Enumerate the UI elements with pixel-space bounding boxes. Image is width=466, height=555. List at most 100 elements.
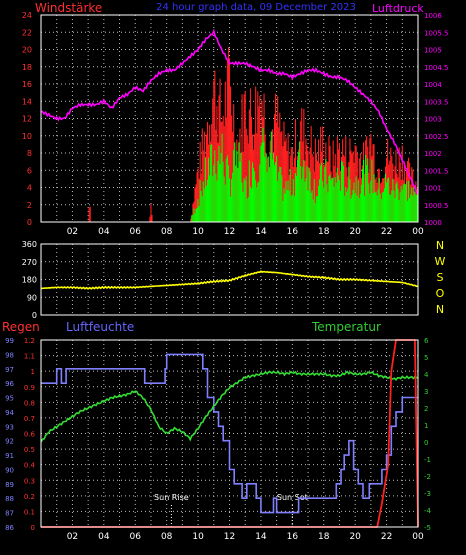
temperature-tick-label: 5	[424, 354, 428, 362]
humidity-tick-label: 89	[5, 481, 14, 489]
compass-label: W	[435, 255, 446, 268]
temperature-tick-label: 6	[424, 337, 429, 345]
pressure-tick-label: 1006	[424, 12, 442, 20]
x-tick-label: 12	[224, 532, 235, 542]
x-tick-label: 18	[318, 227, 330, 237]
x-tick-label: 06	[130, 227, 142, 237]
rain-tick-label: 0	[31, 524, 35, 532]
humidity-tick-label: 92	[5, 438, 14, 446]
temperature-axis-title: Temperatur	[311, 320, 381, 334]
x-tick-label: 10	[192, 227, 204, 237]
direction-tick-label: 270	[22, 258, 37, 267]
temperature-tick-label: -1	[424, 456, 431, 464]
humidity-tick-label: 94	[5, 409, 14, 417]
temperature-tick-label: -5	[424, 524, 431, 532]
wind-tick-label: 4	[27, 184, 32, 193]
wind-axis-title: Windstärke	[35, 1, 102, 15]
rain-tick-label: 0.3	[24, 477, 35, 485]
temperature-tick-label: 0	[424, 439, 428, 447]
temperature-line	[40, 370, 419, 443]
sun-marker-label: Sun Set	[277, 493, 308, 502]
x-tick-label: 02	[67, 532, 78, 542]
humidity-tick-label: 87	[5, 510, 14, 518]
rain-axis-title: Regen	[2, 320, 40, 334]
direction-tick-label: 90	[27, 293, 37, 302]
wind-tick-label: 18	[22, 63, 32, 72]
x-tick-label: 10	[192, 532, 204, 542]
x-tick-label: 20	[349, 532, 361, 542]
wind-tick-label: 2	[27, 201, 32, 210]
x-tick-label: 14	[255, 227, 267, 237]
x-tick-label: 12	[224, 227, 235, 237]
rain-tick-label: 0.5	[24, 446, 35, 454]
x-tick-label: 00	[412, 532, 424, 542]
humidity-tick-label: 96	[5, 380, 14, 388]
wind-pressure-panel: 02468101214161820222410001000.510011001.…	[22, 11, 449, 237]
temperature-tick-label: 3	[424, 388, 428, 396]
pressure-tick-label: 1005	[424, 47, 442, 55]
wind-tick-label: 14	[22, 97, 32, 106]
wind-tick-label: 22	[22, 28, 32, 37]
rain-tick-label: 0.2	[24, 493, 35, 501]
wind-tick-label: 12	[22, 115, 32, 124]
compass-label: S	[437, 271, 444, 284]
humidity-tick-label: 91	[5, 452, 14, 460]
humidity-tick-label: 97	[5, 366, 14, 374]
rain-tick-label: 0.7	[24, 415, 35, 423]
x-tick-label: 22	[381, 532, 392, 542]
pressure-tick-label: 1003.5	[424, 98, 449, 106]
rain-tick-label: 1.2	[24, 337, 35, 345]
plot-frame	[40, 243, 419, 316]
pressure-tick-label: 1005.5	[424, 29, 449, 37]
humidity-tick-label: 98	[5, 351, 14, 359]
rain-tick-label: 0.6	[24, 431, 36, 439]
rain-humidity-temperature-panel: Sun Rise Sun Set 86 87 88 89 90 91 92 93 94 95 96 97 9…	[5, 337, 431, 542]
wind-tick-label: 0	[27, 218, 32, 227]
x-tick-label: 08	[161, 227, 173, 237]
rain-tick-label: 0.4	[24, 462, 36, 470]
pressure-tick-label: 1002	[424, 150, 442, 158]
chart-title: 24 hour graph data, 09 December 2023	[156, 2, 356, 13]
x-tick-label: 18	[318, 532, 330, 542]
wind-tick-label: 20	[22, 46, 32, 55]
pressure-axis-title: Luftdruck	[372, 2, 424, 15]
sun-marker-label: Sun Rise	[154, 493, 189, 502]
wind-direction-line	[40, 270, 419, 290]
humidity-tick-label: 93	[5, 423, 14, 431]
x-tick-label: 20	[349, 227, 361, 237]
x-tick-label: 04	[98, 227, 110, 237]
compass-label: N	[436, 239, 444, 252]
pressure-tick-label: 1000.5	[424, 202, 449, 210]
pressure-tick-label: 1001.5	[424, 167, 449, 175]
direction-tick-label: 360	[22, 240, 37, 249]
humidity-tick-label: 88	[5, 495, 14, 503]
x-tick-label: 08	[161, 532, 173, 542]
humidity-tick-label: 99	[5, 337, 14, 345]
rain-tick-label: 0.1	[24, 508, 35, 516]
wind-tick-label: 24	[22, 11, 32, 20]
humidity-axis-title: Luftfeuchte	[66, 320, 134, 334]
wind-tick-label: 8	[27, 149, 32, 158]
temperature-tick-label: -2	[424, 473, 431, 481]
wind-tick-label: 16	[22, 80, 32, 89]
wind-tick-label: 10	[22, 132, 32, 141]
x-tick-label: 06	[130, 532, 142, 542]
x-tick-label: 04	[98, 532, 110, 542]
pressure-tick-label: 1000	[424, 219, 442, 227]
compass-label: N	[436, 303, 444, 316]
plot-frame	[40, 339, 419, 528]
humidity-tick-label: 95	[5, 395, 14, 403]
x-tick-label: 16	[287, 532, 299, 542]
x-tick-label: 16	[287, 227, 299, 237]
pressure-tick-label: 1004	[424, 81, 442, 89]
wind-tick-label: 6	[27, 166, 32, 175]
rain-tick-label: 0.8	[24, 399, 35, 407]
humidity-tick-label: 90	[5, 466, 14, 474]
temperature-tick-label: 2	[424, 405, 428, 413]
pressure-line	[40, 28, 419, 195]
rain-tick-label: 1.1	[24, 353, 35, 361]
rain-tick-label: 0.9	[24, 384, 35, 392]
temperature-tick-label: 4	[424, 371, 429, 379]
